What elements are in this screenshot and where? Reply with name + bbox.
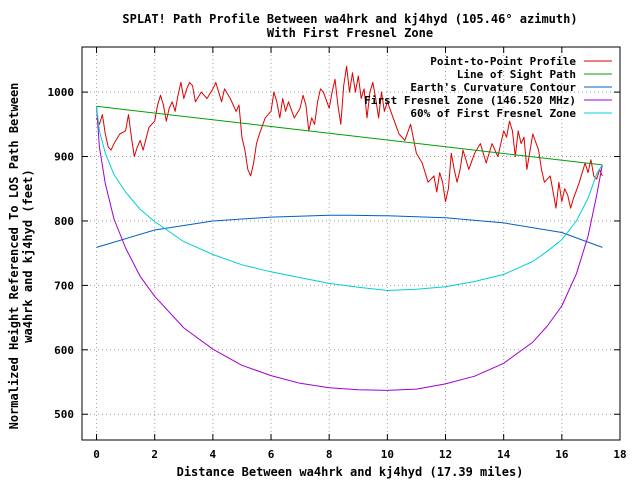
x-tick-label: 6 <box>268 448 275 461</box>
x-tick-label: 10 <box>381 448 394 461</box>
x-tick-label: 14 <box>497 448 511 461</box>
x-axis-label: Distance Between wa4hrk and kj4hyd (17.3… <box>177 465 524 479</box>
y-tick-label: 1000 <box>48 86 75 99</box>
chart-title: SPLAT! Path Profile Between wa4hrk and k… <box>122 12 577 26</box>
y-tick-label: 800 <box>54 215 74 228</box>
x-tick-label: 4 <box>210 448 217 461</box>
curvature-line <box>96 214 603 248</box>
plot-frame <box>81 46 621 441</box>
legend-label: Earth's Curvature Contour <box>410 81 576 94</box>
legend-label: First Fresnel Zone (146.520 MHz) <box>364 94 576 107</box>
x-tick-label: 0 <box>93 448 100 461</box>
profile-line <box>96 65 603 209</box>
y-tick-label: 700 <box>54 279 74 292</box>
y-tick-label: 900 <box>54 151 74 164</box>
y-tick-label: 600 <box>54 344 74 357</box>
x-tick-label: 18 <box>613 448 626 461</box>
legend-label: 60% of First Fresnel Zone <box>410 107 576 120</box>
y-axis-label-line1: Normalized Height Referenced To LOS Path… <box>7 83 21 430</box>
legend-label: Line of Sight Path <box>457 68 576 81</box>
axes: 0 2 4 6 8 10 12 14 16 18 500 600 700 800 900 1000 <box>48 47 627 461</box>
x-tick-label: 8 <box>326 448 333 461</box>
series-group <box>96 65 603 391</box>
x-tick-label: 16 <box>555 448 569 461</box>
legend-label: Point-to-Point Profile <box>430 55 576 68</box>
chart-subtitle: With First Fresnel Zone <box>267 26 433 40</box>
fresnel-line <box>96 106 603 391</box>
x-tick-label: 12 <box>439 448 452 461</box>
y-axis-label-line2: wa4hrk and kj4hyd (feet) <box>21 169 35 342</box>
los-line <box>96 105 603 166</box>
y-tick-label: 500 <box>54 408 74 421</box>
fresnel60-line <box>96 106 603 291</box>
x-tick-label: 2 <box>151 448 158 461</box>
